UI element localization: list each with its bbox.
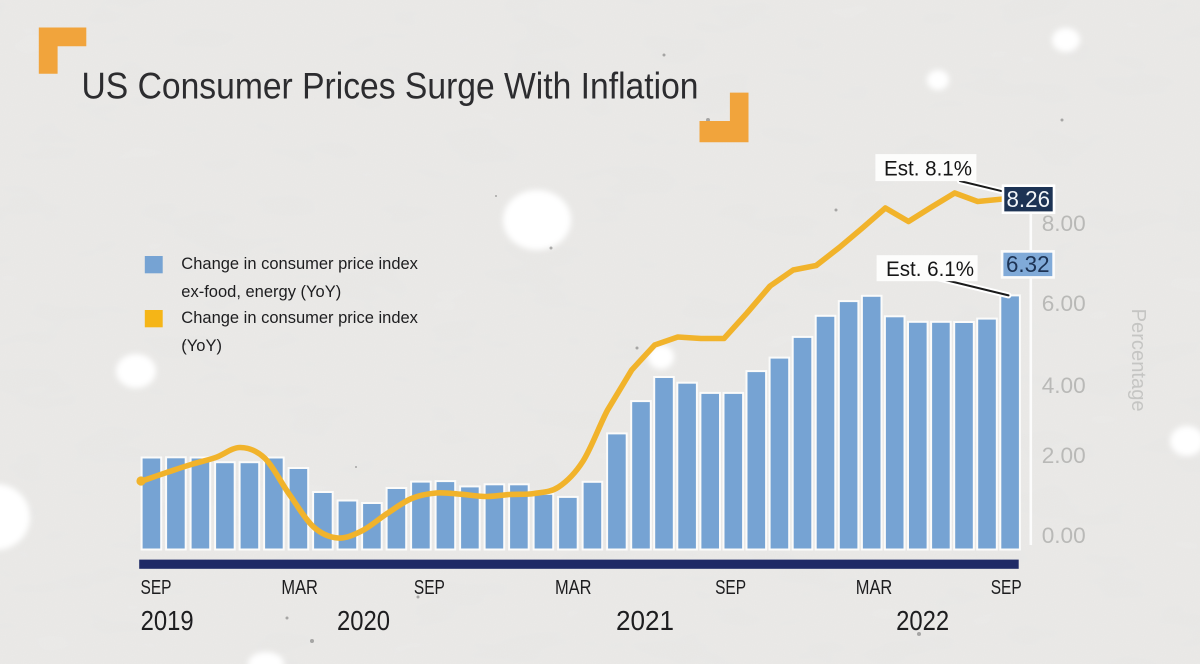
svg-text:Percentage: Percentage: [1127, 309, 1149, 412]
svg-text:ex-food, energy (YoY): ex-food, energy (YoY): [181, 283, 341, 301]
svg-text:8.26: 8.26: [1007, 186, 1051, 212]
svg-text:SEP: SEP: [141, 577, 172, 599]
svg-text:MAR: MAR: [856, 577, 893, 599]
svg-text:SEP: SEP: [991, 577, 1022, 599]
svg-text:2020: 2020: [337, 605, 390, 636]
svg-text:Change in consumer price index: Change in consumer price index: [181, 255, 418, 273]
svg-text:2022: 2022: [896, 605, 949, 636]
svg-text:SEP: SEP: [715, 577, 746, 599]
svg-text:2021: 2021: [616, 605, 674, 636]
svg-text:2019: 2019: [141, 605, 194, 636]
svg-text:8.00: 8.00: [1042, 211, 1086, 236]
svg-text:US Consumer Prices Surge With: US Consumer Prices Surge With Inflation: [82, 65, 699, 107]
svg-text:Est. 6.1%: Est. 6.1%: [886, 257, 974, 281]
svg-text:6.32: 6.32: [1006, 251, 1050, 277]
svg-text:4.00: 4.00: [1042, 373, 1086, 398]
svg-text:6.00: 6.00: [1042, 291, 1086, 316]
svg-text:Change in consumer price index: Change in consumer price index: [181, 309, 418, 327]
svg-text:SEP: SEP: [414, 577, 445, 599]
svg-text:Est. 8.1%: Est. 8.1%: [884, 157, 972, 181]
svg-text:(YoY): (YoY): [181, 337, 222, 355]
svg-text:MAR: MAR: [281, 577, 318, 599]
svg-text:MAR: MAR: [555, 577, 592, 599]
svg-text:2.00: 2.00: [1042, 443, 1086, 468]
svg-text:0.00: 0.00: [1042, 523, 1086, 548]
